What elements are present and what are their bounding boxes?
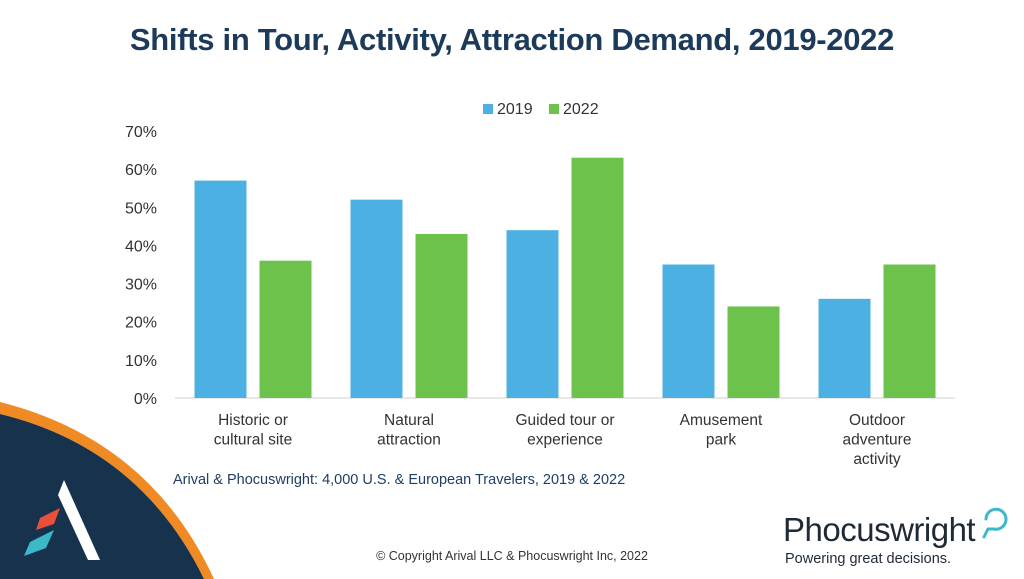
x-tick-label: Outdoor — [849, 412, 905, 429]
arival-corner-logo — [0, 402, 214, 579]
x-tick-label: experience — [527, 432, 603, 449]
y-tick-label: 60% — [125, 162, 157, 179]
bar-2022-1 — [415, 233, 468, 398]
phocuswright-tagline: Powering great decisions. — [785, 551, 952, 567]
copyright: © Copyright Arival LLC & Phocuswright In… — [376, 549, 648, 563]
bar-2022-0 — [259, 260, 312, 398]
legend-label: 2022 — [563, 101, 599, 118]
legend-swatch-2019 — [483, 104, 493, 114]
page-title: Shifts in Tour, Activity, Attraction Dem… — [129, 22, 895, 57]
y-tick-label: 30% — [125, 277, 157, 294]
legend-label: 2019 — [497, 101, 533, 118]
bar-2019-1 — [350, 199, 403, 398]
phocuswright-pin-icon — [982, 507, 1008, 539]
x-tick-label: adventure — [843, 432, 912, 449]
y-tick-label: 20% — [125, 315, 157, 332]
corner-navy-panel — [0, 414, 204, 579]
x-tick-label: activity — [853, 451, 901, 468]
source-note: Arival & Phocuswright: 4,000 U.S. & Euro… — [173, 472, 626, 488]
x-tick-label: Historic or — [218, 412, 288, 429]
bar-2019-4 — [818, 298, 871, 398]
y-tick-label: 50% — [125, 200, 157, 217]
bar-2022-3 — [727, 306, 780, 398]
bar-2019-3 — [662, 264, 715, 398]
x-tick-label: attraction — [377, 432, 441, 449]
y-tick-label: 10% — [125, 353, 157, 370]
legend-swatch-2022 — [549, 104, 559, 114]
phocuswright-logo-text: Phocuswright — [783, 511, 976, 548]
x-tick-label: park — [706, 432, 736, 449]
corner-orange-band — [0, 402, 214, 579]
x-tick-label: Guided tour or — [515, 412, 614, 429]
y-tick-label: 70% — [125, 124, 157, 141]
arival-logo-icon — [24, 480, 100, 560]
bar-2019-0 — [194, 180, 247, 398]
x-tick-label: cultural site — [214, 432, 292, 449]
x-tick-label: Natural — [384, 412, 434, 429]
bar-2022-4 — [883, 264, 936, 398]
bar-2022-2 — [571, 157, 624, 398]
y-tick-label: 40% — [125, 238, 157, 255]
y-tick-label: 0% — [134, 391, 157, 408]
bar-2019-2 — [506, 230, 559, 398]
x-tick-label: Amusement — [680, 412, 763, 429]
